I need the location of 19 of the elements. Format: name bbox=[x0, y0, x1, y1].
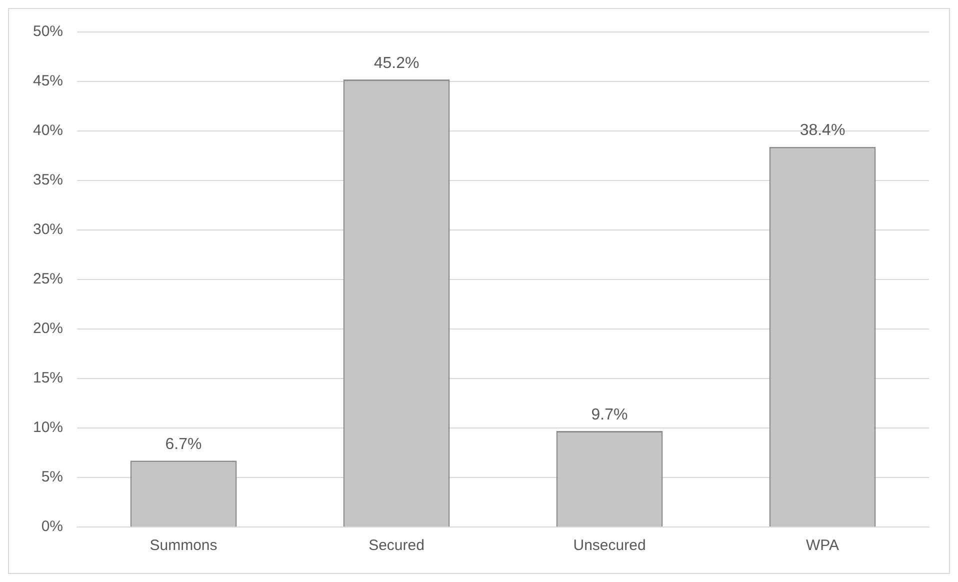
data-label: 6.7% bbox=[165, 436, 202, 454]
x-tick-label: Summons bbox=[150, 537, 218, 554]
y-tick-label: 5% bbox=[41, 468, 64, 486]
y-tick-label: 30% bbox=[32, 221, 64, 238]
x-tick-label: WPA bbox=[806, 537, 840, 554]
y-tick-label: 10% bbox=[32, 419, 64, 436]
y-tick-label: 25% bbox=[32, 270, 64, 288]
x-tick-label: Secured bbox=[368, 537, 424, 554]
y-tick-label: 0% bbox=[41, 518, 64, 536]
y-tick-label: 20% bbox=[32, 320, 64, 338]
y-tick-label: 35% bbox=[32, 172, 64, 189]
y-tick-label: 40% bbox=[32, 122, 64, 140]
data-label: 45.2% bbox=[374, 54, 420, 72]
y-tick-label: 50% bbox=[32, 23, 64, 40]
y-tick-label: 15% bbox=[32, 370, 64, 387]
x-tick-label: Unsecured bbox=[573, 537, 646, 554]
data-label: 38.4% bbox=[800, 122, 846, 140]
data-label: 9.7% bbox=[591, 406, 628, 424]
y-tick-label: 45% bbox=[32, 72, 64, 90]
